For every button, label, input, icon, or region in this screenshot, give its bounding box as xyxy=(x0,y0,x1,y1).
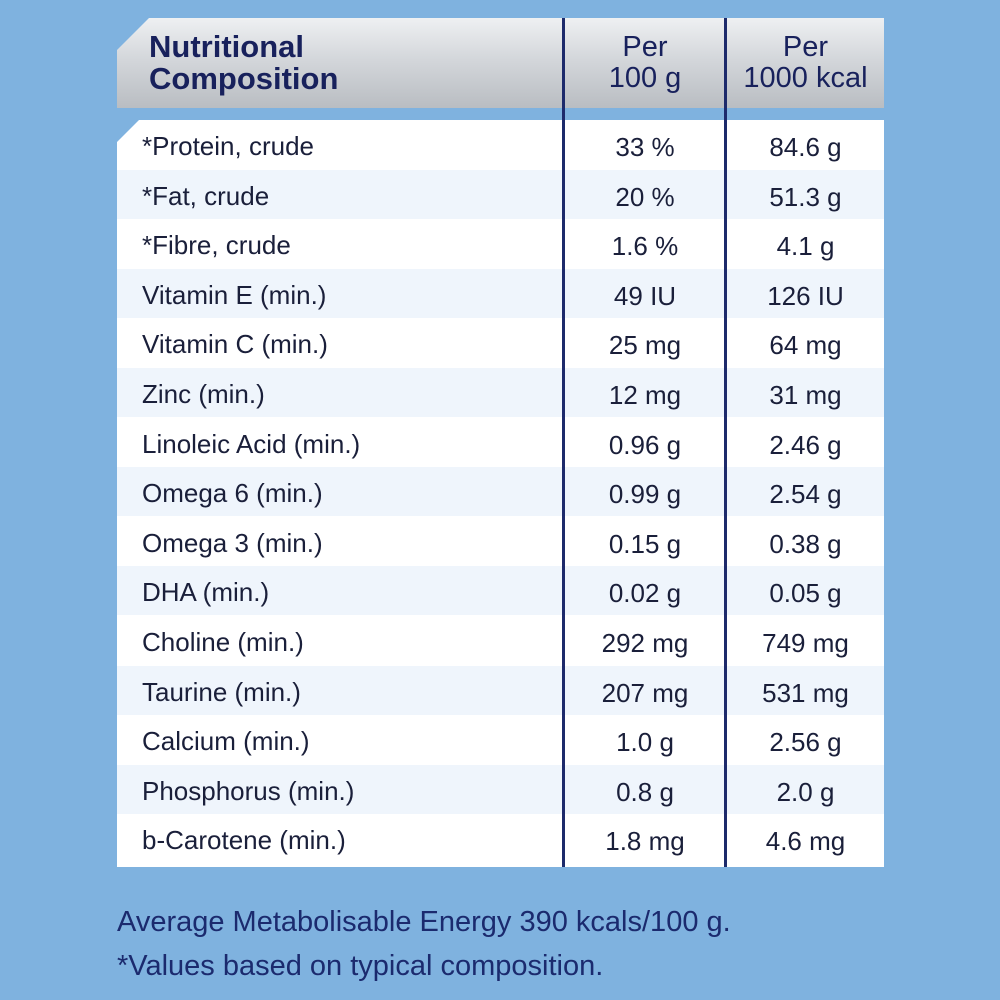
value-per-1000kcal: 749 mg xyxy=(762,628,849,658)
value-per-100g: 20 % xyxy=(615,181,675,212)
value-per-1000kcal: 4.6 mg xyxy=(765,826,846,857)
nutrient-name: b-Carotene (min.) xyxy=(142,825,346,856)
value-per-100g: 33 % xyxy=(615,132,675,162)
column-header-per-1000kcal-line-2: 1000 kcal xyxy=(743,62,868,94)
table-row: Vitamin E (min.) 49 IU 126 IU xyxy=(117,268,884,318)
value-per-1000kcal: 2.54 g xyxy=(769,479,842,510)
nutrient-name: Omega 6 (min.) xyxy=(142,478,323,509)
value-per-1000kcal: 51.3 g xyxy=(769,181,842,212)
table-header: Nutritional Composition Per 100 g Per 10… xyxy=(117,18,884,108)
column-header-per-1000kcal-line-1: Per xyxy=(782,31,829,63)
value-per-100g: 0.15 g xyxy=(608,528,682,559)
body-corner-cut xyxy=(117,120,139,142)
nutrient-name: DHA (min.) xyxy=(142,577,270,608)
title-line-1: Nutritional xyxy=(149,29,304,64)
column-header-per-100g-line-1: Per xyxy=(622,31,668,63)
nutrient-name: *Protein, crude xyxy=(142,131,314,161)
value-per-100g: 292 mg xyxy=(601,628,689,658)
value-per-100g: 1.8 mg xyxy=(605,826,685,857)
header-gap xyxy=(117,108,884,120)
value-per-1000kcal: 2.46 g xyxy=(769,429,842,460)
table-row: *Protein, crude 33 % 84.6 g xyxy=(117,120,884,169)
title-line-2: Composition xyxy=(149,61,339,96)
nutrient-name: *Fat, crude xyxy=(142,180,270,211)
value-per-1000kcal: 531 mg xyxy=(762,677,849,708)
typical-composition-note: *Values based on typical composition. xyxy=(117,950,604,982)
header-corner-cut xyxy=(117,18,149,50)
value-per-100g: 25 mg xyxy=(608,330,682,361)
nutrient-name: Vitamin C (min.) xyxy=(142,329,328,360)
value-per-1000kcal: 126 IU xyxy=(767,280,844,311)
value-per-100g: 0.8 g xyxy=(616,776,674,807)
value-per-1000kcal: 64 mg xyxy=(769,330,842,361)
nutrient-name: Choline (min.) xyxy=(142,627,304,657)
nutrient-name: Zinc (min.) xyxy=(142,379,265,409)
table-row: b-Carotene (min.) 1.8 mg 4.6 mg xyxy=(117,814,884,863)
table-row: *Fibre, crude 1.6 % 4.1 g xyxy=(117,219,884,268)
value-per-100g: 0.96 g xyxy=(608,429,682,460)
nutrition-table: Nutritional Composition Per 100 g Per 10… xyxy=(117,18,884,867)
column-header-per-100g-line-2: 100 g xyxy=(608,62,682,94)
value-per-1000kcal: 31 mg xyxy=(769,380,842,410)
table-row: Linoleic Acid (min.) 0.96 g 2.46 g xyxy=(117,418,884,467)
value-per-100g: 0.99 g xyxy=(608,479,682,510)
table-row: Vitamin C (min.) 25 mg 64 mg xyxy=(117,318,884,367)
nutrient-name: Phosphorus (min.) xyxy=(142,775,355,806)
column-header-per-100g: Per 100 g xyxy=(564,32,726,94)
value-per-1000kcal: 4.1 g xyxy=(776,231,835,262)
value-per-1000kcal: 2.0 g xyxy=(776,776,835,807)
table-row: Zinc (min.) 12 mg 31 mg xyxy=(117,368,884,417)
table-row: Omega 6 (min.) 0.99 g 2.54 g xyxy=(117,467,884,517)
value-per-100g: 1.0 g xyxy=(616,727,674,758)
nutrient-name: Linoleic Acid (min.) xyxy=(142,428,361,459)
nutrient-name: Vitamin E (min.) xyxy=(142,279,327,310)
table-row: Taurine (min.) 207 mg 531 mg xyxy=(117,665,884,715)
value-per-100g: 207 mg xyxy=(601,677,689,708)
column-divider-1 xyxy=(562,18,565,867)
table-row: Choline (min.) 292 mg 749 mg xyxy=(117,616,884,665)
energy-note: Average Metabolisable Energy 390 kcals/1… xyxy=(117,906,731,938)
nutrient-name: Omega 3 (min.) xyxy=(142,527,323,558)
table-row: Phosphorus (min.) 0.8 g 2.0 g xyxy=(117,764,884,814)
column-divider-2 xyxy=(724,18,727,867)
nutrient-name: Calcium (min.) xyxy=(142,726,310,757)
column-header-per-1000kcal: Per 1000 kcal xyxy=(727,32,884,94)
table-row: DHA (min.) 0.02 g 0.05 g xyxy=(117,566,884,616)
nutrient-name: Taurine (min.) xyxy=(142,676,301,707)
value-per-100g: 0.02 g xyxy=(608,578,682,609)
value-per-1000kcal: 2.56 g xyxy=(769,727,842,758)
value-per-1000kcal: 0.38 g xyxy=(769,528,842,559)
value-per-100g: 49 IU xyxy=(613,280,677,311)
table-row: *Fat, crude 20 % 51.3 g xyxy=(117,169,884,219)
nutrient-name: *Fibre, crude xyxy=(142,230,291,261)
value-per-100g: 12 mg xyxy=(608,380,682,410)
table-row: Omega 3 (min.) 0.15 g 0.38 g xyxy=(117,517,884,566)
value-per-1000kcal: 84.6 g xyxy=(769,132,842,162)
table-title: Nutritional Composition xyxy=(149,31,549,95)
table-body: *Protein, crude 33 % 84.6 g *Fat, crude 20 %… xyxy=(117,120,884,867)
value-per-100g: 1.6 % xyxy=(611,231,679,262)
footer-notes: Average Metabolisable Energy 390 kcals/1… xyxy=(117,900,977,988)
value-per-1000kcal: 0.05 g xyxy=(769,578,842,609)
table-row: Calcium (min.) 1.0 g 2.56 g xyxy=(117,715,884,764)
